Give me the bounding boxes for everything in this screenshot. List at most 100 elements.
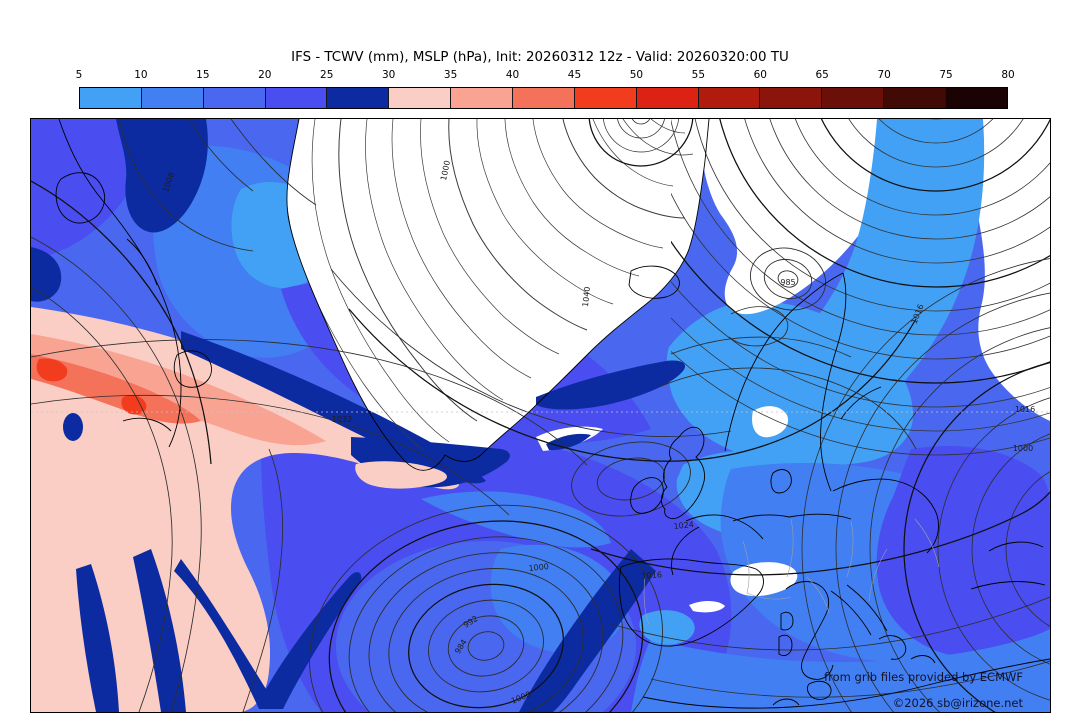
country-border xyxy=(868,548,888,602)
colorbar-tick-label: 5 xyxy=(75,69,83,81)
contour-line xyxy=(188,119,254,192)
contour-label: 1032 xyxy=(332,415,352,424)
tcwv-navy-region xyxy=(31,247,62,302)
contour-line xyxy=(769,119,1050,240)
contour-line xyxy=(622,119,694,156)
tcwv-salmon-region xyxy=(31,334,326,446)
coastline-france xyxy=(671,526,700,576)
tcwv-pink-region xyxy=(355,461,447,489)
country-border xyxy=(643,576,650,626)
coastline-north-america xyxy=(58,119,182,448)
contour-line xyxy=(658,367,917,450)
contour-line xyxy=(338,119,478,422)
contour-line xyxy=(1005,471,1050,627)
mslp-contours-atlantic-low xyxy=(309,504,663,712)
contour-line xyxy=(428,599,544,693)
coastline-baltic xyxy=(832,478,939,554)
contour-line xyxy=(903,362,1050,712)
contour-line xyxy=(388,568,584,712)
colorbar-tick-label: 55 xyxy=(691,69,706,81)
tcwv-region xyxy=(631,629,1050,712)
contour-line xyxy=(311,119,450,443)
tcwv-red-core xyxy=(121,395,147,415)
coastline-ireland xyxy=(630,477,664,514)
coastline-tunisia xyxy=(772,698,800,706)
coastline-norway xyxy=(724,272,844,452)
colorbar-tick-label: 75 xyxy=(939,69,953,81)
contour-label: 1016 xyxy=(641,570,662,580)
coastline-sweden xyxy=(820,272,847,492)
contour-line xyxy=(650,660,1050,698)
contour-line xyxy=(750,247,826,311)
mslp-contours-polar-low xyxy=(588,119,694,167)
coastline-turkey xyxy=(970,581,1046,590)
tcwv-region xyxy=(876,445,1050,659)
colorbar-cell xyxy=(513,88,575,108)
country-border xyxy=(746,592,792,600)
tcwv-navy-region xyxy=(116,119,208,233)
colorbar-cell xyxy=(141,88,204,108)
contour-line xyxy=(671,280,1050,408)
tcwv-navy-region xyxy=(133,549,186,712)
contour-line xyxy=(590,491,1050,576)
contour-line xyxy=(671,350,1050,456)
contour-line xyxy=(562,119,686,219)
coastline-sardinia xyxy=(778,634,793,656)
contour-label: 1040 xyxy=(581,286,592,307)
contour-line xyxy=(368,552,604,712)
weather-map-canvas: 1008 1000 1040 985 1016 1032 1024 1016 1… xyxy=(31,119,1050,712)
coastline-great-britain xyxy=(660,426,706,520)
colorbar-cell xyxy=(203,88,266,108)
contour-line xyxy=(408,583,564,709)
country-border xyxy=(846,520,854,578)
coastline-sicily xyxy=(806,680,832,700)
contour-line xyxy=(31,180,212,465)
contour-line xyxy=(610,596,1050,651)
contour-line xyxy=(670,336,852,358)
coastline-iberia xyxy=(619,558,764,647)
contour-line xyxy=(744,119,1050,264)
colorbar-cell xyxy=(574,88,637,108)
attribution-line-1: from grib files provided by ECMWF xyxy=(824,670,1023,684)
mslp-contours-southeast xyxy=(801,258,1050,712)
country-border xyxy=(742,540,750,594)
contour-line xyxy=(671,119,1050,336)
contour-label: 1000 xyxy=(528,562,549,573)
contour-line xyxy=(328,520,644,712)
colorbar-cell xyxy=(265,88,328,108)
contour-line xyxy=(763,258,813,300)
coastline-iceland xyxy=(628,265,680,299)
attribution-line-2: ©2026 sb@irizone.net xyxy=(893,696,1024,710)
coastline-italy xyxy=(785,581,834,680)
contour-line xyxy=(31,236,202,712)
contour-line xyxy=(242,448,283,712)
country-border xyxy=(806,576,830,614)
coastline-labrador xyxy=(126,238,158,286)
dry-patch-region xyxy=(689,600,725,613)
contour-line xyxy=(309,504,663,712)
contour-line xyxy=(671,192,1050,360)
contour-line xyxy=(671,317,1050,432)
contour-line xyxy=(330,268,732,437)
mslp-contours-iceland-low xyxy=(750,247,826,311)
tcwv-region xyxy=(639,610,695,645)
coastlines xyxy=(55,119,1050,709)
contour-line xyxy=(31,394,510,516)
coastline-north-africa xyxy=(642,658,1050,709)
coastline-greece xyxy=(878,635,936,664)
contour-label: 1000 xyxy=(1013,444,1033,453)
contour-line xyxy=(230,119,317,206)
colorbar-tick-label: 20 xyxy=(258,69,272,81)
colorbar-tick-label: 10 xyxy=(134,69,148,81)
contour-line xyxy=(31,339,588,466)
tcwv-red-core xyxy=(36,358,68,382)
contour-line xyxy=(476,119,614,305)
coastline-bothnia xyxy=(840,386,882,420)
chart-title: IFS - TCWV (mm), MSLP (hPa), Init: 20260… xyxy=(291,50,789,65)
contour-line xyxy=(869,327,1050,712)
contour-line xyxy=(504,119,640,277)
contour-line xyxy=(348,308,917,462)
arctic-dry-region xyxy=(972,119,1050,421)
colorbar-cell xyxy=(327,88,390,108)
